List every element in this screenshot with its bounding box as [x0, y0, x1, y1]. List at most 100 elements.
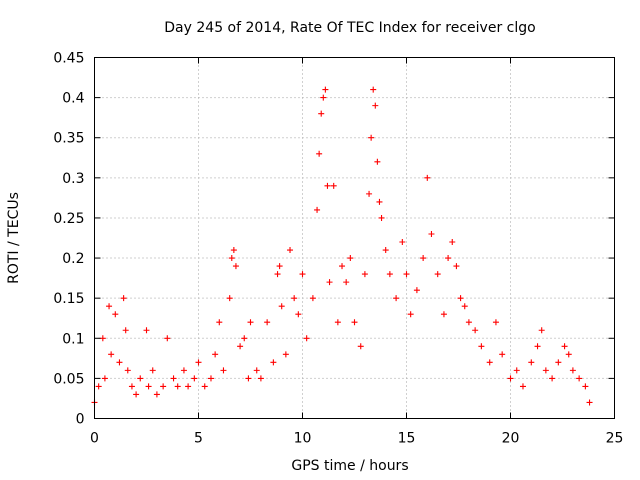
data-point: [128, 383, 135, 390]
data-point: [287, 247, 294, 254]
data-point: [399, 239, 406, 246]
data-point: [270, 359, 277, 366]
data-point: [95, 383, 102, 390]
data-point: [241, 335, 248, 342]
data-point: [124, 367, 131, 374]
data-point: [478, 343, 485, 350]
data-point: [253, 367, 260, 374]
data-point: [582, 383, 589, 390]
data-point: [382, 247, 389, 254]
data-point: [276, 263, 283, 270]
data-point: [274, 271, 281, 278]
data-point: [299, 271, 306, 278]
data-point: [108, 351, 115, 358]
data-point: [376, 198, 383, 205]
data-point: [386, 271, 393, 278]
data-point: [457, 295, 464, 302]
data-point: [226, 295, 233, 302]
data-point: [282, 351, 289, 358]
data-point: [339, 263, 346, 270]
data-point: [230, 247, 237, 254]
data-point: [122, 327, 129, 334]
data-point: [374, 158, 381, 165]
data-point: [403, 271, 410, 278]
data-point: [499, 351, 506, 358]
data-point: [295, 311, 302, 318]
data-point: [561, 343, 568, 350]
data-point: [538, 327, 545, 334]
data-point: [378, 214, 385, 221]
y-tick-label: 0.15: [53, 291, 84, 307]
data-point: [434, 271, 441, 278]
data-point: [453, 263, 460, 270]
data-point: [212, 351, 219, 358]
data-point: [112, 311, 119, 318]
data-point: [586, 399, 593, 406]
data-point: [106, 303, 113, 310]
data-point: [368, 134, 375, 141]
data-point: [372, 102, 379, 109]
x-tick-label: 10: [294, 431, 312, 447]
data-point: [324, 182, 331, 189]
data-point: [445, 255, 452, 262]
y-tick-label: 0: [76, 412, 85, 428]
data-point: [569, 367, 576, 374]
data-point: [116, 359, 123, 366]
data-point: [413, 287, 420, 294]
y-tick-label: 0.1: [62, 331, 84, 347]
data-point: [449, 239, 456, 246]
data-point: [347, 255, 354, 262]
data-points: [91, 86, 593, 406]
data-point: [407, 311, 414, 318]
data-point: [465, 319, 472, 326]
data-point: [366, 190, 373, 197]
data-point: [257, 375, 264, 382]
data-point: [320, 94, 327, 101]
x-tick-label: 5: [194, 431, 203, 447]
data-point: [303, 335, 310, 342]
data-point: [133, 391, 140, 398]
data-point: [316, 150, 323, 157]
y-tick-label: 0.05: [53, 371, 84, 387]
data-point: [247, 319, 254, 326]
data-point: [149, 367, 156, 374]
data-point: [440, 311, 447, 318]
data-point: [153, 391, 160, 398]
data-point: [174, 383, 181, 390]
data-point: [343, 279, 350, 286]
data-point: [370, 86, 377, 93]
data-point: [428, 230, 435, 237]
data-point: [245, 375, 252, 382]
y-tick-label: 0.3: [62, 171, 84, 187]
data-point: [555, 359, 562, 366]
data-point: [528, 359, 535, 366]
data-point: [513, 367, 520, 374]
data-point: [185, 383, 192, 390]
data-point: [334, 319, 341, 326]
chart-title: Day 245 of 2014, Rate Of TEC Index for r…: [164, 20, 535, 36]
data-point: [220, 367, 227, 374]
grid-lines: [94, 57, 615, 419]
data-point: [542, 367, 549, 374]
data-point: [309, 295, 316, 302]
y-tick-label: 0.4: [62, 91, 84, 107]
data-point: [191, 375, 198, 382]
y-axis-label: ROTI / TECUs: [6, 192, 22, 284]
y-tick-label: 0.35: [53, 131, 84, 147]
data-point: [472, 327, 479, 334]
x-tick-label: 15: [398, 431, 416, 447]
data-point: [420, 255, 427, 262]
x-tick-label: 20: [502, 431, 520, 447]
data-point: [164, 335, 171, 342]
y-tick-label: 0.2: [62, 251, 84, 267]
x-tick-label: 25: [606, 431, 624, 447]
y-tick-label: 0.25: [53, 211, 84, 227]
axis-ticks: 0 5 10 15 20 25 0 0.05 0.1 0.15 0.2 0.25 0.3 0.35 0.4 0…: [53, 51, 623, 447]
x-axis-label: GPS time / hours: [291, 458, 408, 474]
data-point: [207, 375, 214, 382]
data-point: [330, 182, 337, 189]
data-point: [120, 295, 127, 302]
data-point: [201, 383, 208, 390]
data-point: [318, 110, 325, 117]
